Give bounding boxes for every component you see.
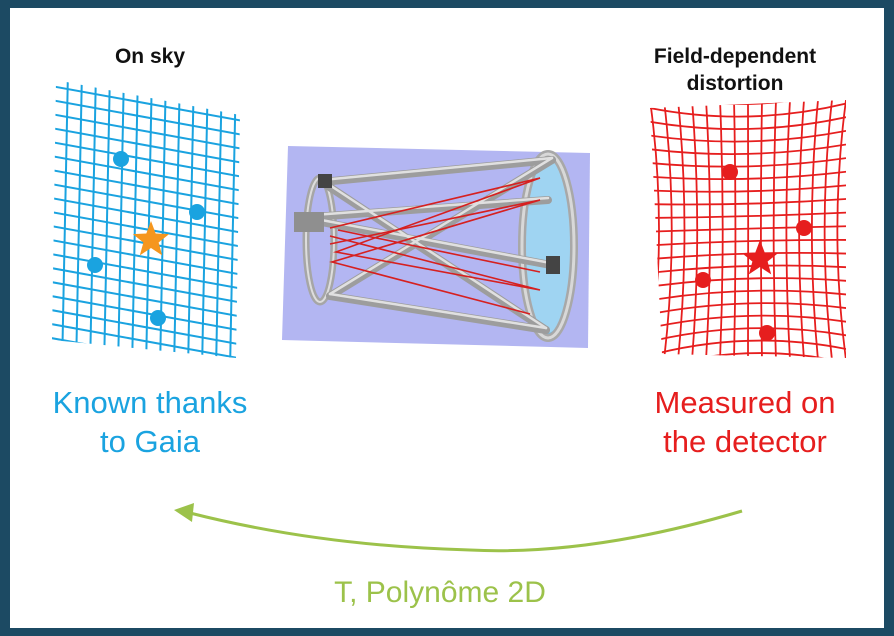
sky-grid-line [52, 293, 240, 335]
distortion-grid-line [650, 327, 846, 345]
sky-sources [87, 151, 205, 326]
distorted-star-icon [741, 240, 779, 275]
distortion-grid-line [636, 100, 646, 360]
distortion-grid-line [733, 100, 737, 358]
distortion-grid-line [650, 127, 846, 143]
sky-grid-line [52, 139, 240, 181]
distortion-grid-line [650, 277, 846, 289]
sky-grid-line [117, 80, 125, 358]
target-star-icon [132, 221, 170, 256]
sky-grid-line [52, 153, 240, 195]
sky-grid-line [52, 167, 240, 209]
detector-source-dot [759, 325, 775, 341]
sky-source-dot [189, 204, 205, 220]
sky-grid-line [52, 265, 240, 307]
sky-grid-line [61, 80, 69, 358]
sky-grid-line [52, 181, 240, 223]
left-caption: Known thanks to Gaia [52, 385, 248, 459]
distortion-grid-line [760, 100, 763, 358]
sky-grid [6, 70, 264, 370]
sky-source-dot [113, 151, 129, 167]
distortion-grid-line [650, 169, 846, 181]
sky-grid-line [187, 80, 195, 358]
distortion-grid-line [650, 225, 846, 233]
sky-grid-line [52, 307, 240, 349]
sky-grid-line [75, 80, 83, 358]
sky-grid-line [201, 80, 209, 358]
sky-grid-line [103, 80, 111, 358]
distortion-grid-line [650, 183, 846, 193]
distortion-grid-line [650, 302, 846, 317]
distortion-grid-line [650, 239, 846, 247]
sky-grid-line [52, 125, 240, 167]
sky-source-dot [87, 257, 103, 273]
detector-source-dot [695, 272, 711, 288]
sky-grid-line [52, 97, 240, 139]
sky-grid-line [52, 321, 240, 358]
distortion-grid-line [650, 100, 660, 358]
distortion-grid-line [772, 100, 777, 358]
distortion-grid-line [650, 339, 846, 358]
distortion-grid-line [650, 100, 846, 118]
distortion-grid-line [823, 100, 833, 358]
sky-grid-line [145, 80, 153, 358]
sky-grid-line [52, 80, 240, 83]
transform-arrow [174, 503, 743, 553]
detector-source-dot [722, 164, 738, 180]
sky-grid-line [244, 70, 250, 370]
distortion-grid-line [785, 100, 791, 358]
sky-grid-line [34, 70, 40, 370]
right-heading: Field-dependent distortion [653, 45, 817, 95]
distortion-grid-line [650, 100, 846, 106]
distortion-grid-line [836, 100, 846, 358]
transform-label: T, Polynôme 2D [334, 576, 546, 609]
sky-grid-line [52, 251, 240, 293]
sky-grid-line [52, 111, 240, 153]
distortion-grid-line [650, 264, 846, 275]
distortion-grid-line [650, 113, 846, 130]
distortion-grid-line [650, 155, 846, 168]
distortion-grid-line [650, 289, 846, 303]
sky-grid-line [6, 70, 12, 370]
distortion-grid-line [650, 197, 846, 206]
distortion-grid-line [663, 100, 673, 358]
distortion-grid-line [650, 314, 846, 331]
right-caption: Measured on the detector [654, 385, 836, 459]
distortion-grid-line [650, 211, 846, 219]
detector-source-dot [796, 220, 812, 236]
telescope-icon [282, 146, 590, 348]
sky-source-dot [150, 310, 166, 326]
sky-grid-line [52, 83, 240, 125]
distortion-grid-line [640, 366, 860, 386]
distortion-grid-line [650, 141, 846, 155]
distortion-grid [636, 100, 860, 386]
left-heading: On sky [114, 45, 186, 68]
sky-grid-line [52, 237, 240, 279]
detector-sources [695, 164, 812, 341]
sky-grid-line [20, 70, 26, 370]
sky-grid-line [52, 279, 240, 321]
sky-grid-line [131, 80, 139, 358]
sky-grid-line [229, 80, 237, 358]
distortion-grid-line [650, 352, 846, 358]
sky-grid-line [215, 80, 223, 358]
sky-grid-line [258, 70, 264, 370]
distortion-grid-line [811, 100, 819, 358]
sky-grid-line [52, 195, 240, 237]
